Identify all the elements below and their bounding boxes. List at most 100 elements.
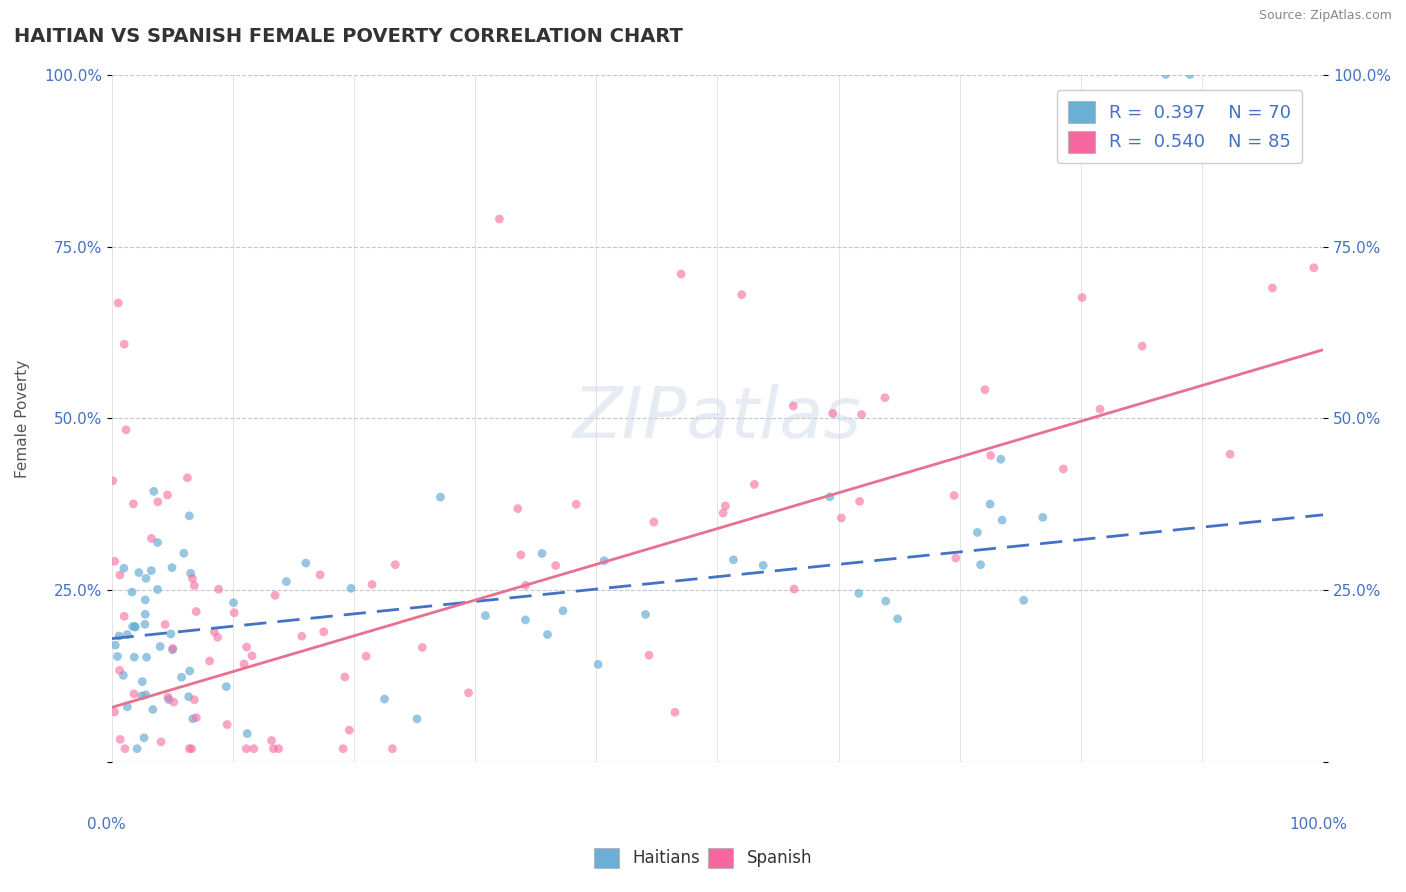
Point [714,499,737,513]
Point [873,391,896,405]
Point [945,551,967,566]
Point [146,495,169,509]
Point [115,423,138,437]
Point [177,690,200,704]
Point [1130,339,1153,353]
Point [131,674,153,689]
Point [509,548,531,562]
Point [181,572,204,586]
Point [146,535,169,549]
Point [643,515,665,529]
Point [179,508,201,523]
Point [276,574,298,589]
Point [373,692,395,706]
Point [848,494,870,508]
Point [160,627,183,641]
Point [1178,68,1201,82]
Point [114,741,136,756]
Point [128,566,150,580]
Point [544,558,567,573]
Point [340,582,363,596]
Point [117,699,139,714]
Point [488,211,510,226]
Point [731,287,754,301]
Point [233,657,256,671]
Point [181,712,204,726]
Point [135,688,157,702]
Point [101,474,124,488]
Point [515,613,537,627]
Point [134,607,156,622]
Point [1012,593,1035,607]
Point [134,617,156,632]
Point [361,577,384,591]
Point [112,337,135,351]
Point [515,578,537,592]
Point [260,733,283,747]
Point [224,606,246,620]
Point [264,588,287,602]
Point [103,705,125,719]
Point [586,657,609,672]
Point [108,568,131,582]
Point [669,267,692,281]
Point [180,566,202,581]
Y-axis label: Female Poverty: Female Poverty [15,359,30,477]
Point [886,612,908,626]
Point [183,692,205,706]
Point [818,490,841,504]
Point [332,741,354,756]
Point [979,497,1001,511]
Point [156,488,179,502]
Point [104,554,127,568]
Point [141,564,163,578]
Point [506,501,529,516]
Point [782,399,804,413]
Point [969,558,991,572]
Point [664,706,686,720]
Point [240,648,263,663]
Point [236,726,259,740]
Point [124,619,146,633]
Point [634,607,657,622]
Point [848,586,870,600]
Point [180,741,202,756]
Point [202,624,225,639]
Point [122,497,145,511]
Point [146,582,169,597]
Point [530,546,553,560]
Point [170,670,193,684]
Point [112,561,135,575]
Point [207,582,229,597]
Point [990,452,1012,467]
Point [384,558,406,572]
Point [183,578,205,592]
Point [291,629,314,643]
Point [162,642,184,657]
Point [295,556,318,570]
Point [333,670,356,684]
Point [112,668,135,682]
Point [121,585,143,599]
Point [536,627,558,641]
Point [115,627,138,641]
Point [179,741,201,756]
Point [711,506,734,520]
Point [974,383,997,397]
Point [135,571,157,585]
Point [752,558,775,573]
Point [108,732,131,747]
Point [943,488,966,502]
Point [243,741,266,756]
Point [783,582,806,596]
Point [153,617,176,632]
Point [112,609,135,624]
Point [135,650,157,665]
Point [875,594,897,608]
Point [131,689,153,703]
Point [354,649,377,664]
Point [108,664,131,678]
Text: 100.0%: 100.0% [1289,817,1347,832]
Point [156,690,179,705]
Point [132,731,155,745]
